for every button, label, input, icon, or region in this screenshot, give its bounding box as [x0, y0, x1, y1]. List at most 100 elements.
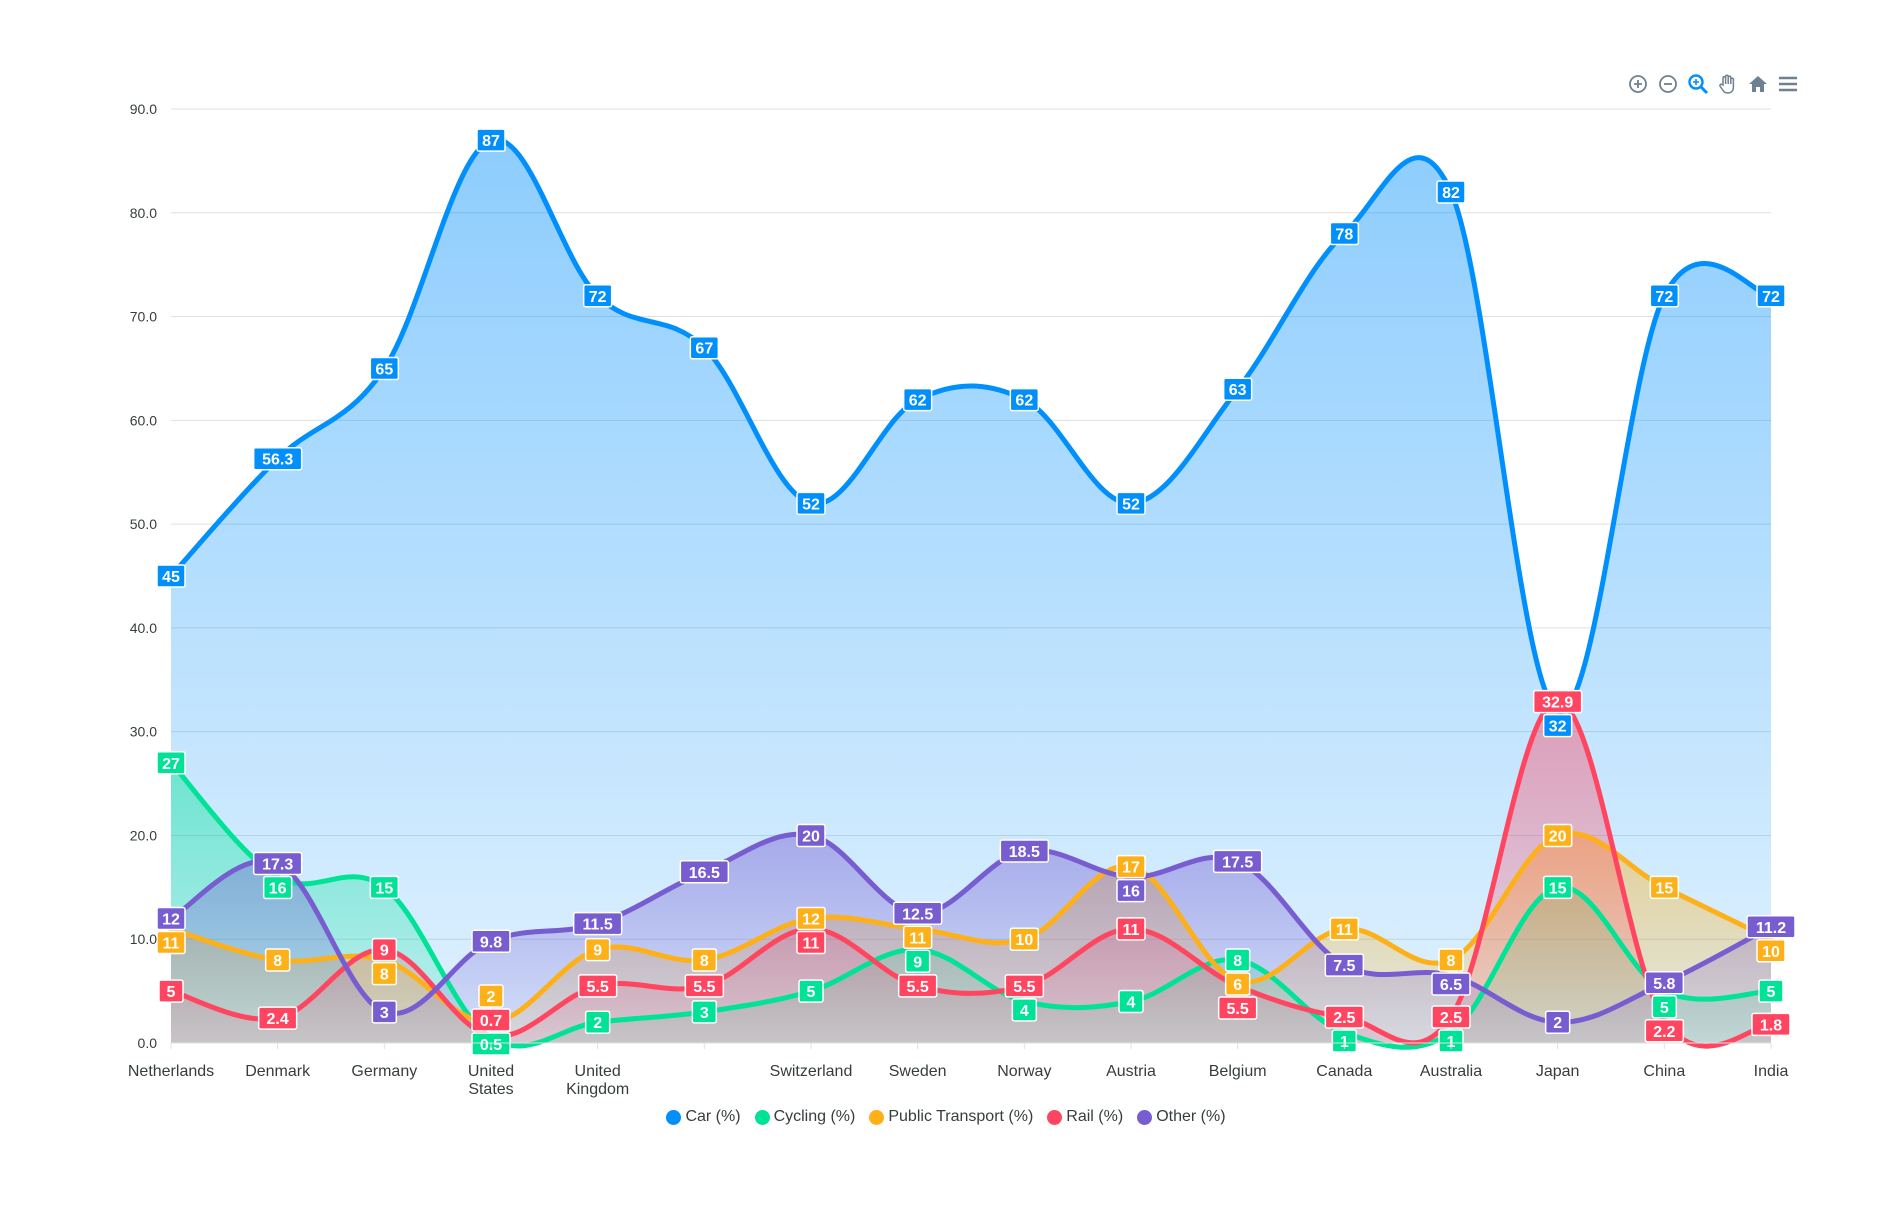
data-label-rail: 32.9 [1532, 689, 1583, 714]
data-label-other: 9.8 [471, 929, 511, 954]
legend-item[interactable]: Other (%) [1137, 1108, 1226, 1126]
data-label-cycling: 16 [262, 875, 293, 900]
data-label-cycling: 9 [904, 949, 931, 974]
data-label-other: 3 [371, 1000, 398, 1024]
data-label-other: 16.5 [679, 860, 730, 884]
data-label-box [252, 851, 303, 876]
x-tick-label-line: Kingdom [566, 1081, 629, 1098]
data-label-car: 62 [1009, 387, 1040, 412]
data-label-box [1324, 953, 1365, 977]
data-label-cycling: 2 [584, 1010, 611, 1034]
legend-label: Cycling (%) [773, 1108, 856, 1125]
x-tick-label-line: United [575, 1063, 621, 1080]
data-label-box [257, 1006, 298, 1030]
x-tick-label: India [1754, 1063, 1789, 1080]
data-label-value: 2.5 [1440, 1010, 1462, 1027]
data-label-car: 72 [1649, 284, 1680, 308]
data-label-cycling: 8 [1224, 948, 1251, 972]
data-label-public-transport: 8 [691, 948, 718, 972]
y-tick-label: 10.0 [130, 931, 157, 947]
data-label-value: 11 [1123, 922, 1140, 939]
data-label-car: 87 [476, 128, 506, 152]
data-label-car: 45 [156, 564, 186, 588]
data-label-box [1431, 1005, 1471, 1029]
data-label-value: 12.5 [902, 906, 933, 923]
data-label-value: 56.3 [262, 452, 293, 469]
data-label-value: 10 [1015, 932, 1033, 949]
x-tick-label: United States [468, 1063, 514, 1098]
data-label-value: 3 [700, 1005, 709, 1022]
data-label-box [158, 979, 184, 1003]
area-car [171, 139, 1771, 1043]
data-label-box [371, 961, 398, 986]
data-label-box [999, 839, 1050, 863]
data-label-value: 32.9 [1542, 695, 1573, 712]
menu-icon[interactable] [1776, 72, 1800, 96]
data-label-value: 72 [1655, 289, 1673, 306]
x-tick-label: Netherlands [128, 1063, 214, 1080]
zoom-in-icon[interactable] [1626, 72, 1650, 96]
legend: Car (%) Cycling (%) Public Transport (%) Ra… [0, 1108, 1892, 1126]
data-label-box [1649, 284, 1680, 308]
data-label-rail: 1.8 [1751, 1012, 1791, 1037]
zoom-out-icon[interactable] [1656, 72, 1680, 96]
data-label-value: 5 [167, 984, 176, 1001]
home-reset-icon[interactable] [1746, 72, 1770, 96]
legend-item[interactable]: Cycling (%) [754, 1108, 856, 1126]
data-label-value: 6.5 [1440, 977, 1462, 994]
y-tick-label: 80.0 [130, 205, 157, 221]
data-label-value: 52 [802, 496, 820, 513]
x-tick-label: Canada [1316, 1063, 1372, 1080]
x-tick-label: Norway [997, 1063, 1051, 1080]
data-label-box [577, 974, 618, 998]
data-label-value: 20 [802, 828, 820, 845]
data-label-value: 1.8 [1760, 1017, 1782, 1034]
data-label-rail: 0.7 [471, 1008, 511, 1032]
selection-zoom-icon[interactable] [1686, 72, 1710, 96]
y-tick-label: 60.0 [130, 412, 157, 428]
data-label-box [679, 860, 730, 884]
data-label-cycling: 5 [1758, 979, 1784, 1003]
data-label-other: 11.5 [572, 911, 623, 936]
data-label-car: 32 [1542, 713, 1573, 738]
legend-item[interactable]: Car (%) [666, 1108, 741, 1126]
data-label-rail: 11 [796, 930, 826, 955]
x-tick-label: Germany [351, 1063, 417, 1080]
data-label-public-transport: 2 [478, 984, 504, 1008]
data-label-rail: 9 [371, 937, 398, 962]
legend-item[interactable]: Rail (%) [1047, 1108, 1123, 1126]
data-label-public-transport: 11 [902, 925, 933, 950]
data-label-other: 17.5 [1212, 849, 1263, 874]
data-label-public-transport: 6 [1224, 972, 1251, 996]
data-label-box [156, 564, 186, 588]
data-label-value: 17 [1122, 860, 1140, 877]
data-label-rail: 11 [1116, 917, 1146, 941]
data-label-value: 5 [1660, 1000, 1669, 1017]
data-label-public-transport: 8 [371, 961, 398, 986]
legend-item[interactable]: Public Transport (%) [869, 1108, 1033, 1126]
data-label-other: 11.2 [1746, 915, 1796, 939]
data-label-car: 78 [1329, 221, 1360, 246]
data-label-rail: 5.5 [897, 974, 938, 998]
data-label-box [796, 906, 826, 931]
data-label-box [1431, 972, 1471, 996]
data-label-public-transport: 12 [796, 906, 826, 931]
data-label-box [1436, 180, 1466, 204]
pan-hand-icon[interactable] [1716, 72, 1740, 96]
data-label-value: 9.8 [480, 934, 502, 951]
data-label-box [691, 1000, 718, 1024]
data-label-value: 5.5 [587, 979, 609, 996]
data-label-rail: 2.5 [1324, 1005, 1365, 1029]
legend-marker-icon [1047, 1109, 1063, 1125]
data-label-box [1542, 875, 1573, 900]
data-label-box [1542, 713, 1573, 738]
data-label-value: 62 [1015, 393, 1033, 410]
x-tick-label-line: United [468, 1063, 514, 1080]
data-label-value: 72 [1762, 289, 1780, 306]
data-label-value: 5 [807, 984, 816, 1001]
data-label-rail: 5.5 [684, 974, 725, 998]
y-tick-label: 0.0 [138, 1035, 158, 1051]
data-label-box [584, 1010, 611, 1034]
data-label-value: 18.5 [1009, 844, 1040, 861]
